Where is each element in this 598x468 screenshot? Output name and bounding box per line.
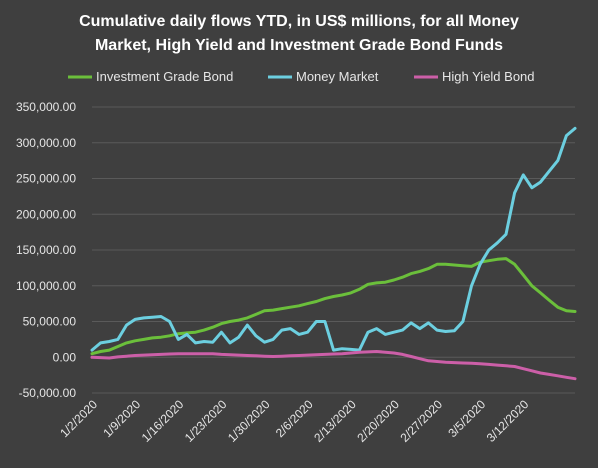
x-tick-label: 1/30/2020 bbox=[225, 397, 273, 445]
x-tick-label: 1/16/2020 bbox=[139, 397, 187, 445]
legend-item: High Yield Bond bbox=[414, 69, 535, 84]
y-tick-label: -50,000.00 bbox=[19, 386, 77, 400]
x-tick-label: 2/6/2020 bbox=[273, 397, 316, 440]
series-line bbox=[90, 126, 577, 352]
legend-label: Money Market bbox=[296, 69, 379, 84]
y-tick-label: 250,000.00 bbox=[16, 172, 76, 186]
legend-label: High Yield Bond bbox=[442, 69, 535, 84]
y-tick-label: 150,000.00 bbox=[16, 243, 76, 257]
y-tick-label: 0.00 bbox=[53, 350, 77, 364]
y-tick-label: 100,000.00 bbox=[16, 279, 76, 293]
x-axis-ticks: 1/2/2020 1/9/20201/16/20201/23/20201/30/2… bbox=[57, 397, 531, 445]
series-lines bbox=[90, 126, 577, 381]
x-tick-label: 3/5/2020 bbox=[445, 397, 488, 440]
chart-title-line-1: Cumulative daily flows YTD, in US$ milli… bbox=[79, 13, 519, 30]
x-tick-label: 2/20/2020 bbox=[354, 397, 402, 445]
x-tick-label: 1/2/2020 bbox=[57, 397, 100, 440]
series-line bbox=[90, 350, 577, 381]
x-tick-label: 1/9/2020 bbox=[100, 397, 143, 440]
series-line bbox=[90, 257, 577, 356]
legend: Investment Grade Bond Money Market High Yi… bbox=[68, 69, 535, 84]
y-tick-label: 300,000.00 bbox=[16, 136, 76, 150]
legend-label: Investment Grade Bond bbox=[96, 69, 233, 84]
x-tick-label: 1/23/2020 bbox=[182, 397, 230, 445]
legend-item: Money Market bbox=[268, 69, 379, 84]
y-tick-label: 350,000.00 bbox=[16, 100, 76, 114]
legend-item: Investment Grade Bond bbox=[68, 69, 233, 84]
y-axis-ticks: 350,000.00 300,000.00 250,000.00 200,000.00… bbox=[16, 100, 76, 400]
x-tick-label: 3/12/2020 bbox=[484, 397, 532, 445]
y-tick-label: 50,000.00 bbox=[23, 315, 77, 329]
y-tick-label: 200,000.00 bbox=[16, 207, 76, 221]
x-tick-label: 2/27/2020 bbox=[397, 397, 445, 445]
chart-title-line-2: Market, High Yield and Investment Grade … bbox=[95, 37, 503, 54]
gridlines bbox=[92, 106, 575, 394]
x-tick-label: 2/13/2020 bbox=[311, 397, 359, 445]
